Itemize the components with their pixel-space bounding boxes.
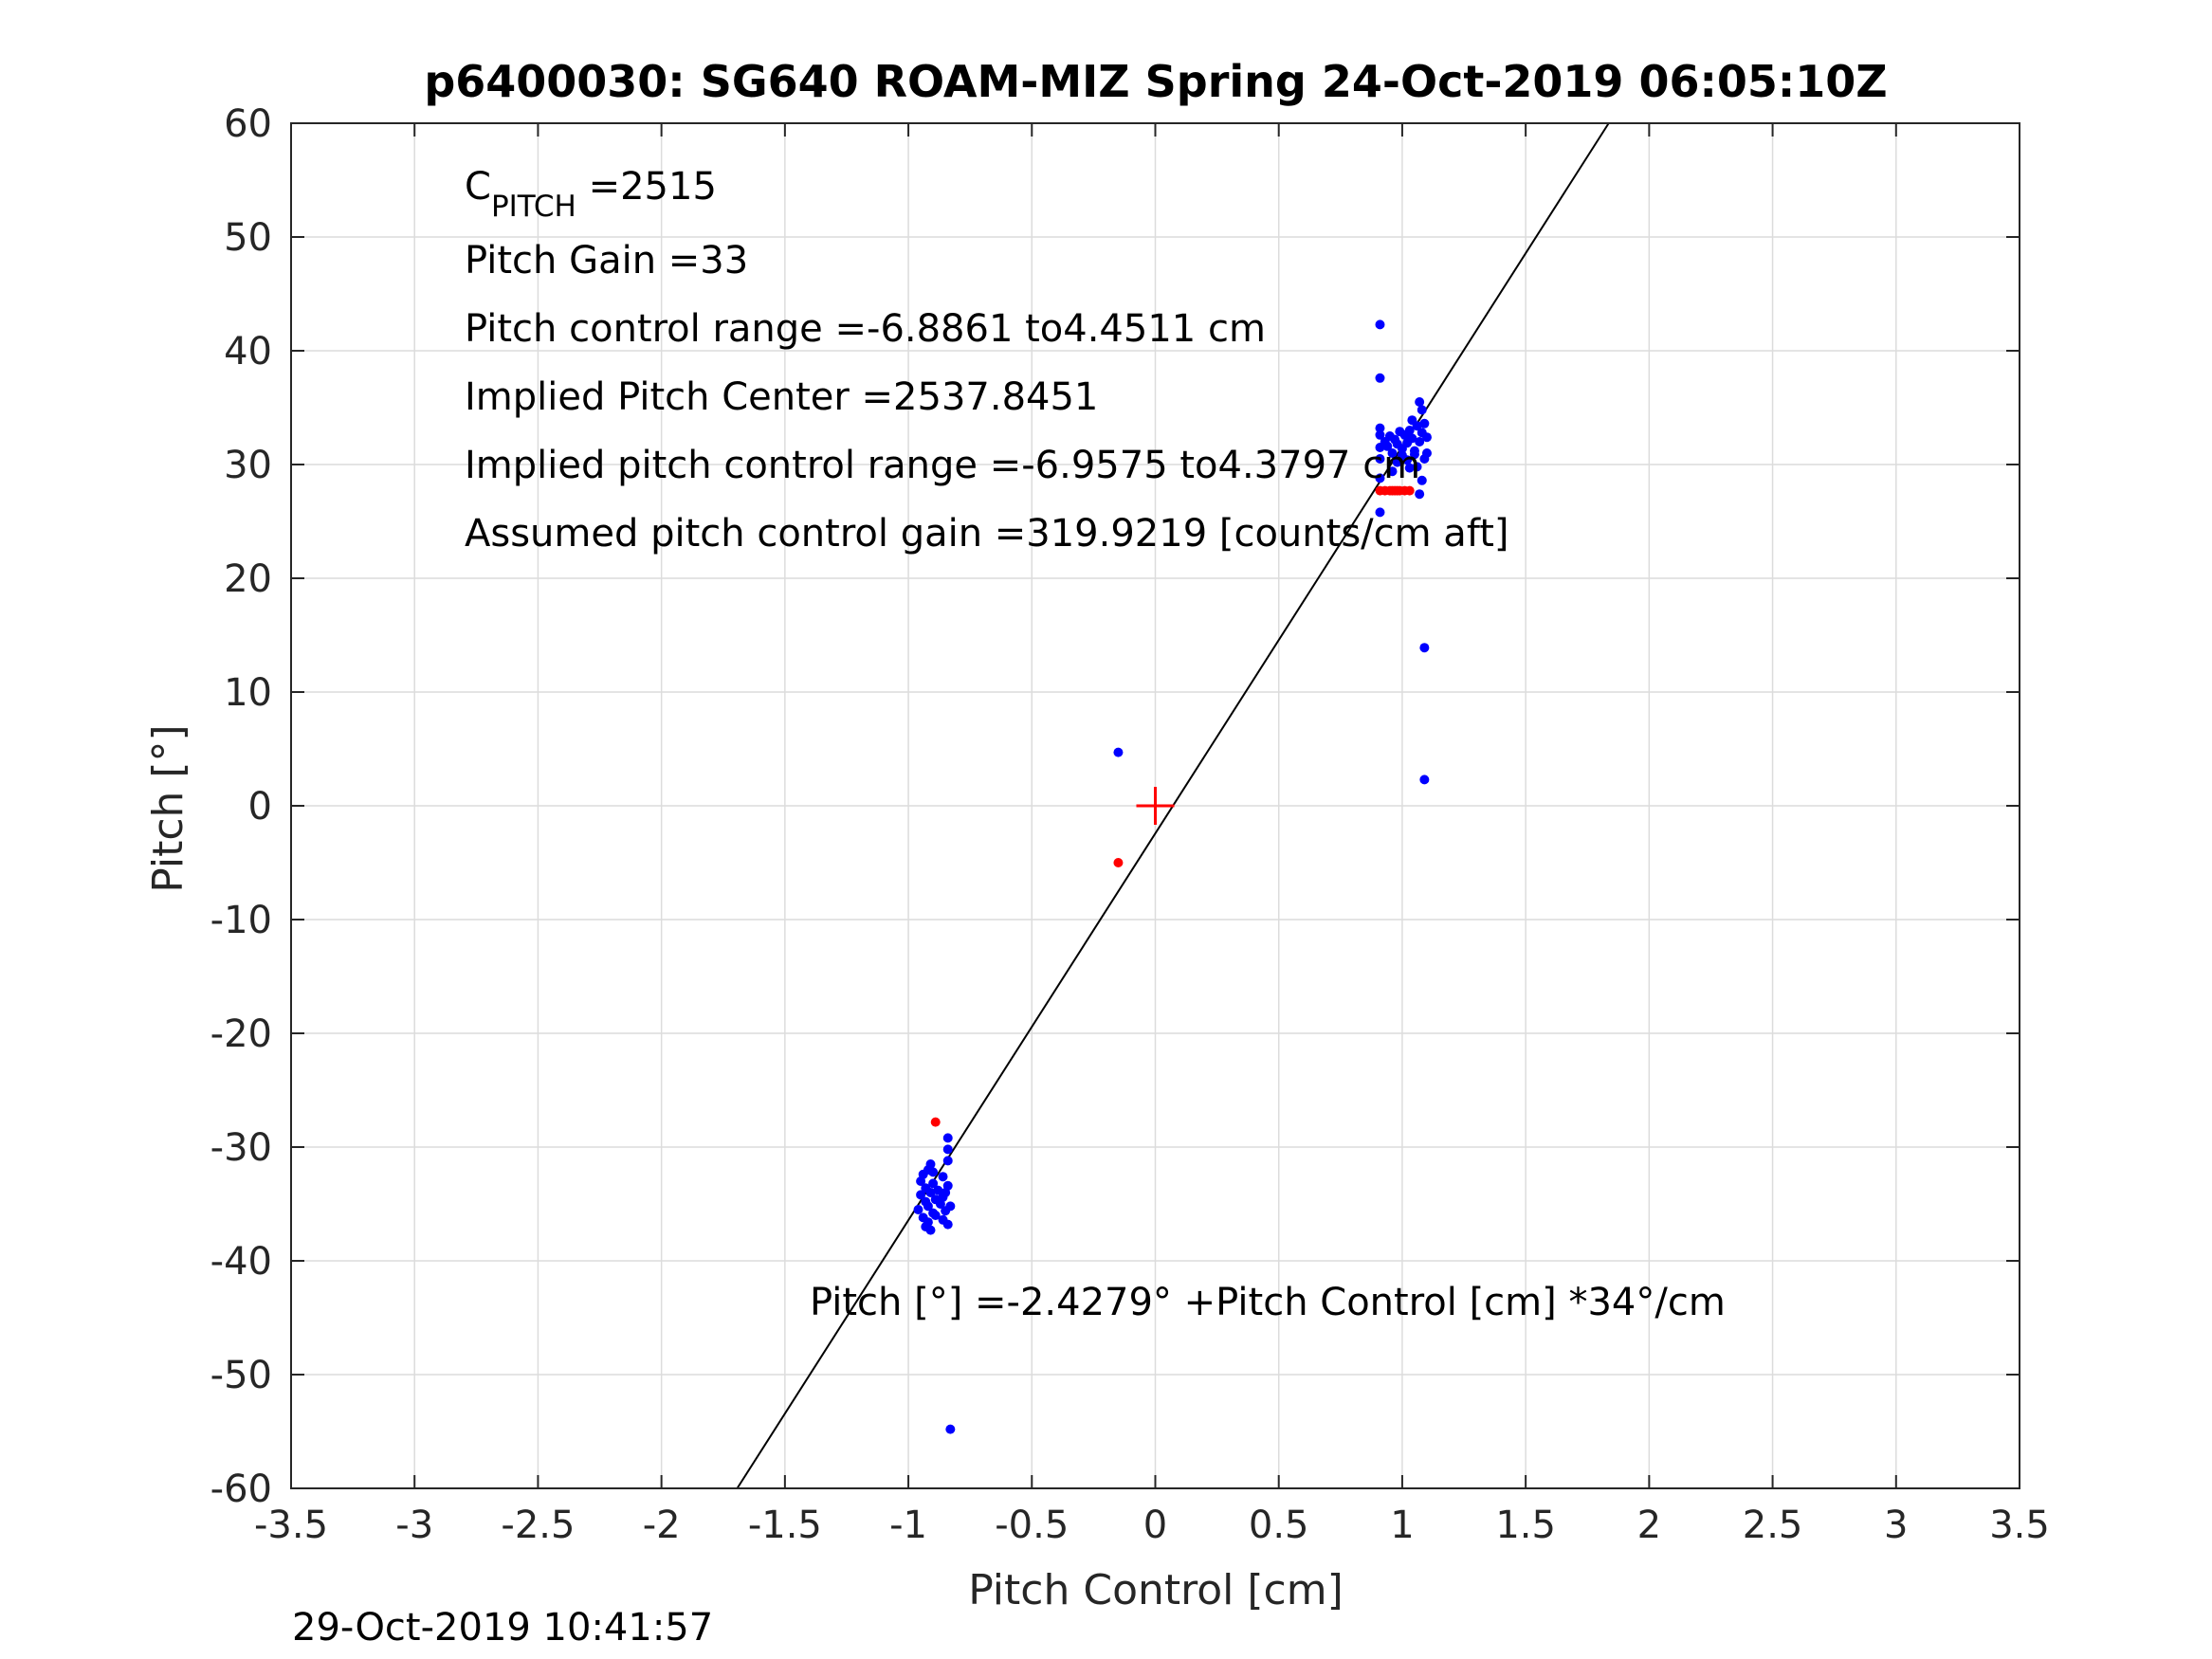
x-tick-label: -0.5 [995,1504,1069,1547]
x-tick-label: -3 [395,1504,433,1547]
data-point [1404,485,1415,496]
data-point [938,1172,948,1182]
data-points [913,319,1432,1434]
data-point [1402,455,1413,465]
y-tick-label: 0 [248,785,272,829]
data-point [1415,397,1425,407]
data-point [925,1159,936,1169]
data-point [942,1156,953,1166]
x-tick-label: 1.5 [1495,1504,1556,1547]
c-pitch-annotation: CPITCH =2515 [465,165,717,224]
data-point [1375,473,1385,483]
x-tick-label: 2.5 [1743,1504,1803,1547]
chart-title: p6400030: SG640 ROAM-MIZ Spring 24-Oct-2… [424,56,1887,107]
pitch-gain-annotation: Pitch Gain =33 [465,239,748,283]
x-tick-label: 0 [1143,1504,1167,1547]
data-point [1421,432,1432,443]
implied-pitch-center-annotation: Implied Pitch Center =2537.8451 [465,375,1098,419]
data-point [1415,489,1425,500]
data-point [916,1190,926,1200]
data-point [1113,858,1124,867]
x-tick-label: 3 [1884,1504,1908,1547]
data-point [933,1185,943,1195]
x-tick-label: -3.5 [254,1504,328,1547]
data-point [1419,418,1430,428]
y-tick-label: -30 [210,1126,272,1170]
timestamp: 29-Oct-2019 10:41:57 [292,1606,713,1650]
y-tick-label: -60 [210,1468,272,1511]
data-point [1387,466,1398,477]
data-point [1417,475,1427,485]
data-point [913,1205,923,1214]
data-point [1419,643,1430,653]
x-tick-label: 3.5 [1989,1504,2050,1547]
c-pitch-subscript: PITCH [491,190,576,224]
y-tick-label: 40 [224,330,272,374]
data-point [1407,415,1417,426]
implied-pitch-control-range-annotation: Implied pitch control range =-6.9575 to4… [465,444,1420,487]
y-tick-label: 10 [224,671,272,715]
data-point [1412,462,1422,472]
data-point [925,1188,936,1197]
x-tick-label: 0.5 [1249,1504,1309,1547]
x-tick-label: -1.5 [748,1504,822,1547]
data-point [930,1211,941,1220]
data-point [1419,775,1430,785]
x-tick-label: -1 [889,1504,927,1547]
data-point [1113,747,1124,757]
c-pitch-base: C [465,165,491,209]
center-marker [1136,787,1175,825]
data-point [1375,423,1385,433]
data-point [928,1178,939,1189]
x-tick-label: -2 [643,1504,681,1547]
y-tick-label: 30 [224,444,272,487]
y-tick-label: 20 [224,557,272,601]
data-point [1421,448,1432,458]
data-point [1417,405,1427,415]
data-point [930,1117,941,1127]
data-point [1375,373,1385,383]
x-axis-label: Pitch Control [cm] [968,1566,1344,1614]
c-pitch-value: =2515 [576,165,717,209]
data-point [1415,437,1425,447]
data-point [942,1144,953,1155]
axes [290,122,2020,1489]
data-point [1375,507,1385,518]
data-point [1404,463,1415,473]
y-tick-label: -50 [210,1354,272,1397]
x-tick-label: 2 [1637,1504,1661,1547]
pitch-control-range-annotation: Pitch control range =-6.8861 to4.4511 cm [465,307,1266,351]
data-point [1409,449,1419,460]
tick-labels: -3.5 -3 -2.5 -2 -1.5 -1 -0.5 0 0.5 1 1.5 2 2.5 3 3.5 -6… [210,102,2050,1547]
data-point [1392,457,1402,467]
y-axis-label: Pitch [°] [144,724,192,892]
y-tick-label: -10 [210,899,272,942]
data-point [945,1201,956,1212]
grid [290,122,2020,1489]
data-point [1404,426,1415,435]
data-point [1407,433,1417,444]
y-tick-label: -20 [210,1012,272,1056]
data-point [1387,448,1398,458]
y-tick-label: 50 [224,216,272,260]
x-tick-label: 1 [1390,1504,1414,1547]
data-point [942,1219,953,1230]
data-point [925,1225,936,1235]
y-tick-label: 60 [224,102,272,146]
data-point [1382,441,1393,451]
data-point [945,1424,956,1434]
data-point [941,1188,951,1197]
data-point [923,1201,933,1212]
data-point [942,1133,953,1143]
assumed-gain-annotation: Assumed pitch control gain =319.9219 [co… [465,512,1508,556]
fit-equation-annotation: Pitch [°] =-2.4279° +Pitch Control [cm] … [810,1281,1726,1324]
data-point [1375,429,1385,440]
y-tick-label: -40 [210,1240,272,1284]
data-point [1375,454,1385,464]
data-point [928,1167,939,1177]
data-point [923,1217,933,1228]
x-tick-label: -2.5 [501,1504,575,1547]
data-point [1375,319,1385,330]
